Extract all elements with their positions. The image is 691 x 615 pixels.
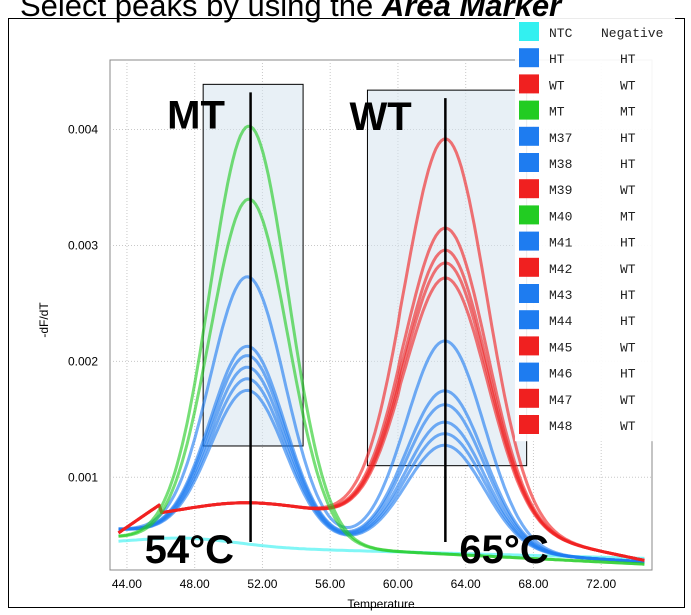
page-title-emphasis: Area Marker bbox=[381, 0, 562, 23]
legend-item[interactable]: NTC Negative bbox=[519, 22, 663, 41]
legend-swatch bbox=[519, 74, 539, 94]
legend-swatch bbox=[519, 48, 539, 68]
legend-item[interactable]: M37 HT bbox=[519, 126, 636, 146]
x-tick-label: 44.00 bbox=[112, 577, 142, 591]
legend-sample-name: HT bbox=[549, 52, 565, 67]
x-tick-label: 60.00 bbox=[383, 577, 413, 591]
legend-item[interactable]: M44 HT bbox=[519, 310, 636, 330]
legend-item[interactable]: M39 WT bbox=[519, 179, 636, 199]
legend-item[interactable]: M40 MT bbox=[519, 205, 636, 225]
x-tick-label: 56.00 bbox=[315, 577, 345, 591]
page-title-prefix: Select peaks by using the bbox=[20, 0, 374, 23]
peak-temperature-label: 65°C bbox=[459, 528, 548, 572]
y-tick-label: 0.001 bbox=[68, 470, 98, 484]
peak-lines bbox=[249, 92, 447, 542]
legend-swatch bbox=[519, 388, 539, 408]
chart-frame bbox=[8, 18, 685, 608]
legend-swatch bbox=[519, 153, 539, 172]
legend-item[interactable]: M38 HT bbox=[519, 153, 636, 172]
legend-group-name: HT bbox=[620, 52, 636, 67]
peak-temperature-label: 54°C bbox=[145, 528, 234, 572]
legend-sample-name: M38 bbox=[549, 157, 572, 172]
marker-label: MT bbox=[167, 93, 225, 137]
legend-group-name: HT bbox=[620, 314, 636, 329]
legend-group-name: MT bbox=[620, 105, 636, 120]
legend-item[interactable]: WT WT bbox=[519, 74, 636, 94]
legend-item[interactable]: MT MT bbox=[519, 100, 636, 120]
legend-swatch bbox=[519, 415, 539, 434]
legend-group-name: HT bbox=[620, 131, 636, 146]
series-line-mt-1 bbox=[118, 197, 645, 566]
legend-sample-name: M42 bbox=[549, 262, 572, 277]
y-tick-label: 0.003 bbox=[68, 238, 98, 252]
series-curves bbox=[117, 124, 645, 566]
legend-item[interactable]: M43 HT bbox=[519, 284, 636, 303]
legend-group-name: WT bbox=[620, 340, 636, 355]
legend-group-name: HT bbox=[620, 157, 636, 172]
legend-swatch bbox=[519, 231, 539, 251]
legend-group-name: WT bbox=[620, 78, 636, 93]
legend-group-name: MT bbox=[620, 209, 636, 224]
legend-group-name: HT bbox=[620, 236, 636, 251]
legend-item[interactable]: M46 HT bbox=[519, 362, 636, 382]
marker-label: WT bbox=[349, 95, 411, 139]
x-tick-label: 48.00 bbox=[180, 577, 210, 591]
legend-sample-name: NTC bbox=[549, 26, 573, 41]
y-axis-label: -dF/dT bbox=[37, 302, 51, 338]
legend-sample-name: M46 bbox=[549, 367, 572, 382]
legend-group-name: WT bbox=[620, 419, 636, 434]
x-tick-label: 72.00 bbox=[586, 577, 616, 591]
series-line-ht-7 bbox=[118, 388, 645, 564]
legend-sample-name: MT bbox=[549, 105, 565, 120]
legend-item[interactable]: HT HT bbox=[519, 48, 636, 68]
series-line-wt-12 bbox=[117, 276, 645, 562]
legend-swatch bbox=[519, 336, 539, 356]
legend-swatch bbox=[519, 126, 539, 146]
legend-swatch bbox=[519, 284, 539, 303]
legend-item[interactable]: M45 WT bbox=[519, 336, 636, 356]
legend-item[interactable]: M42 WT bbox=[519, 257, 636, 277]
legend-swatch bbox=[519, 179, 539, 199]
legend-swatch bbox=[519, 362, 539, 382]
legend-sample-name: M45 bbox=[549, 340, 572, 355]
legend-sample-name: WT bbox=[549, 78, 565, 93]
y-tick-label: 0.002 bbox=[68, 354, 98, 368]
legend-item[interactable]: M47 WT bbox=[519, 388, 636, 408]
legend-item[interactable]: M48 WT bbox=[519, 415, 636, 434]
big-labels: MT 54°C WT 65°C bbox=[145, 93, 549, 572]
legend-sample-name: M48 bbox=[549, 419, 572, 434]
legend-group-name: HT bbox=[620, 367, 636, 382]
legend-sample-name: M44 bbox=[549, 314, 573, 329]
legend-swatch bbox=[519, 310, 539, 330]
legend-group-name: Negative bbox=[601, 26, 663, 41]
y-tick-label: 0.004 bbox=[68, 123, 98, 137]
x-tick-label: 52.00 bbox=[247, 577, 277, 591]
legend-sample-name: M43 bbox=[549, 288, 572, 303]
legend-group-name: WT bbox=[620, 183, 636, 198]
page-title: Select peaks by using the Area Marker bbox=[20, 0, 561, 24]
legend-swatch bbox=[519, 22, 539, 41]
legend-sample-name: M47 bbox=[549, 393, 572, 408]
legend-swatch bbox=[519, 205, 539, 225]
axis-ticks: 44.00 48.00 52.00 56.00 60.00 64.00 68.00 72.00… bbox=[68, 123, 617, 591]
x-axis-label: Temperature bbox=[347, 597, 415, 611]
legend-swatch bbox=[519, 100, 539, 120]
legend-group-name: HT bbox=[620, 288, 636, 303]
x-tick-label: 64.00 bbox=[451, 577, 481, 591]
legend-sample-name: M40 bbox=[549, 209, 572, 224]
legend-background bbox=[515, 18, 675, 442]
legend-sample-name: M41 bbox=[549, 236, 573, 251]
legend-group-name: WT bbox=[620, 393, 636, 408]
legend-group-name: WT bbox=[620, 262, 636, 277]
legend-swatch bbox=[519, 257, 539, 277]
legend-item[interactable]: M41 HT bbox=[519, 231, 636, 251]
legend-sample-name: M39 bbox=[549, 183, 572, 198]
x-tick-label: 68.00 bbox=[518, 577, 548, 591]
legend-sample-name: M37 bbox=[549, 131, 572, 146]
